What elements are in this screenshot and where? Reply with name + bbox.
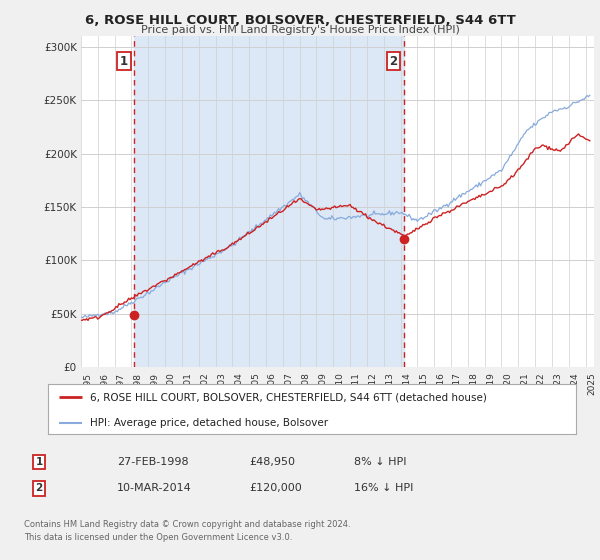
Text: 2003: 2003: [217, 372, 226, 395]
Text: £120,000: £120,000: [249, 483, 302, 493]
Text: 2017: 2017: [453, 372, 462, 395]
Text: 2007: 2007: [284, 372, 293, 395]
Text: 2009: 2009: [318, 372, 327, 395]
Text: 2008: 2008: [301, 372, 310, 395]
Text: 2014: 2014: [402, 372, 411, 395]
Text: 2024: 2024: [571, 372, 580, 395]
Text: 2011: 2011: [352, 372, 361, 395]
Text: 1997: 1997: [116, 372, 125, 395]
Text: 2019: 2019: [487, 372, 496, 395]
Text: 2000: 2000: [167, 372, 176, 395]
Text: 2005: 2005: [251, 372, 260, 395]
Text: Contains HM Land Registry data © Crown copyright and database right 2024.: Contains HM Land Registry data © Crown c…: [24, 520, 350, 529]
Text: 16% ↓ HPI: 16% ↓ HPI: [354, 483, 413, 493]
Text: 2012: 2012: [368, 372, 377, 395]
Text: 2002: 2002: [200, 372, 209, 395]
Text: Price paid vs. HM Land Registry's House Price Index (HPI): Price paid vs. HM Land Registry's House …: [140, 25, 460, 35]
Text: 2006: 2006: [268, 372, 277, 395]
Text: HPI: Average price, detached house, Bolsover: HPI: Average price, detached house, Bols…: [90, 418, 328, 428]
Text: 2004: 2004: [234, 372, 243, 395]
Text: 1999: 1999: [150, 372, 159, 395]
Text: 8% ↓ HPI: 8% ↓ HPI: [354, 457, 407, 467]
Text: 2: 2: [389, 55, 398, 68]
Text: 6, ROSE HILL COURT, BOLSOVER, CHESTERFIELD, S44 6TT: 6, ROSE HILL COURT, BOLSOVER, CHESTERFIE…: [85, 14, 515, 27]
Text: 2016: 2016: [436, 372, 445, 395]
Text: 2010: 2010: [335, 372, 344, 395]
Text: 1: 1: [120, 55, 128, 68]
Text: 2023: 2023: [554, 372, 563, 395]
Text: 2015: 2015: [419, 372, 428, 395]
Text: 6, ROSE HILL COURT, BOLSOVER, CHESTERFIELD, S44 6TT (detached house): 6, ROSE HILL COURT, BOLSOVER, CHESTERFIE…: [90, 392, 487, 402]
Text: 2018: 2018: [470, 372, 479, 395]
Text: 2020: 2020: [503, 372, 512, 395]
Text: £48,950: £48,950: [249, 457, 295, 467]
Text: 1996: 1996: [100, 372, 109, 395]
Text: 10-MAR-2014: 10-MAR-2014: [117, 483, 192, 493]
Text: 2021: 2021: [520, 372, 529, 395]
Text: 1998: 1998: [133, 372, 142, 395]
Text: 2: 2: [35, 483, 43, 493]
Text: This data is licensed under the Open Government Licence v3.0.: This data is licensed under the Open Gov…: [24, 533, 292, 542]
Text: 1: 1: [35, 457, 43, 467]
Text: 2022: 2022: [537, 372, 546, 395]
Text: 2025: 2025: [587, 372, 596, 395]
Text: 27-FEB-1998: 27-FEB-1998: [117, 457, 188, 467]
Text: 1995: 1995: [83, 372, 92, 395]
Text: 2001: 2001: [184, 372, 193, 395]
Bar: [134, 36, 404, 367]
Text: 2013: 2013: [385, 372, 394, 395]
